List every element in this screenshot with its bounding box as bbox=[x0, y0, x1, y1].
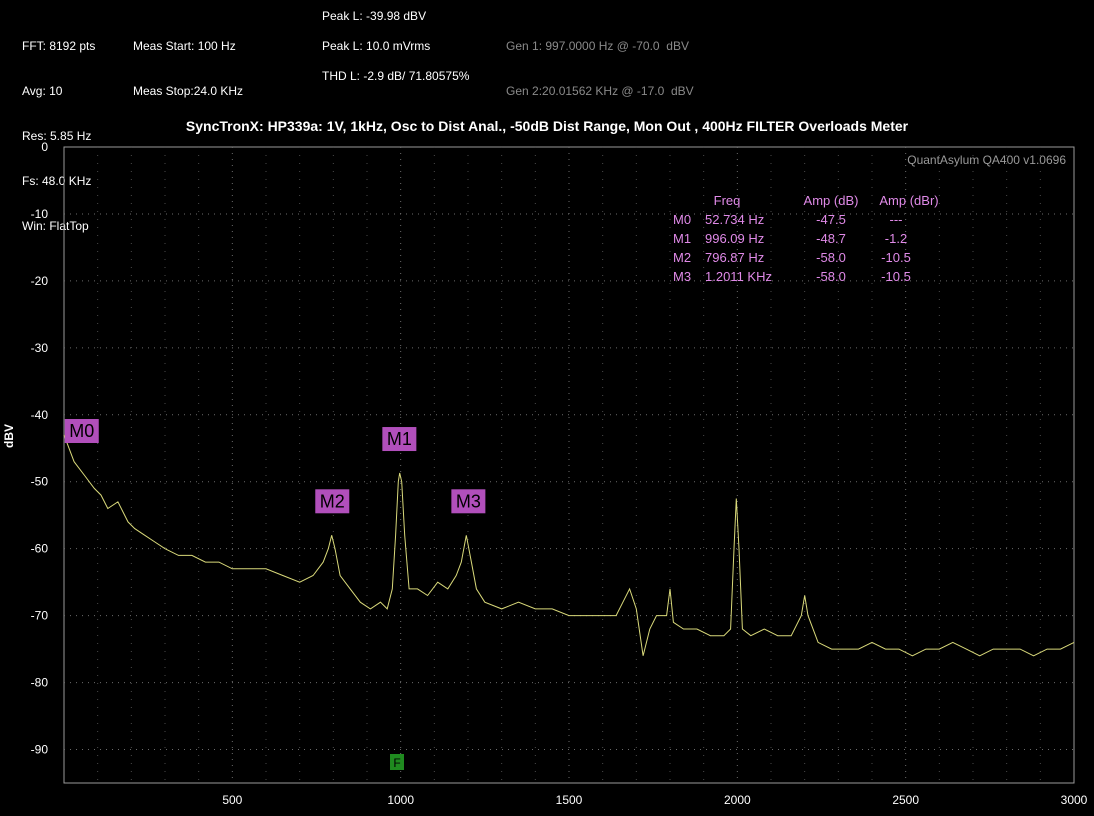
fft-points: FFT: 8192 pts bbox=[22, 39, 96, 53]
marker-labels: M0 M1 M2 M3 bbox=[64, 419, 486, 514]
y-tick-label: -60 bbox=[31, 542, 49, 556]
gen2: Gen 2:20.01562 KHz @ -17.0 dBV bbox=[506, 84, 694, 98]
marker-label-box bbox=[315, 489, 350, 514]
x-tick-label: 500 bbox=[222, 793, 242, 807]
marker-table-header: Freq bbox=[714, 193, 741, 208]
meas-start: Meas Start: 100 Hz bbox=[133, 39, 236, 53]
marker-row-freq: 1.2011 KHz bbox=[705, 269, 772, 284]
marker-row-ampr: --- bbox=[890, 212, 903, 227]
marker-row-ampr: -10.5 bbox=[881, 250, 911, 265]
marker-row-freq: 52.734 Hz bbox=[705, 212, 764, 227]
window-type: Win: FlatTop bbox=[22, 219, 89, 233]
meas-stop: Meas Stop:24.0 KHz bbox=[133, 84, 244, 98]
marker-table: Freq Amp (dB) Amp (dBr) M0 52.734 Hz -47.5 ---… bbox=[673, 193, 939, 284]
grid bbox=[64, 147, 1074, 783]
thd: THD L: -2.9 dB/ 71.80575% bbox=[322, 69, 470, 83]
y-tick-label: -50 bbox=[31, 475, 49, 489]
marker-label-box bbox=[451, 489, 486, 514]
fft-settings: FFT: 8192 pts Avg: 10 Res: 5.85 Hz Fs: 4… bbox=[22, 9, 95, 249]
marker-row-amp: -48.7 bbox=[816, 231, 846, 246]
chart-title: SyncTronX: HP339a: 1V, 1kHz, Osc to Dist… bbox=[185, 118, 909, 134]
marker-label: M3 bbox=[456, 491, 481, 511]
marker-row-amp: -47.5 bbox=[816, 212, 846, 227]
marker-table-header: Amp (dBr) bbox=[879, 193, 938, 208]
y-tick-label: -10 bbox=[31, 207, 49, 221]
watermark: QuantAsylum QA400 v1.0696 bbox=[907, 153, 1066, 167]
generator-info: Gen 1: 997.0000 Hz @ -70.0 dBV Gen 2:20.… bbox=[506, 9, 694, 114]
x-tick-label: 2500 bbox=[892, 793, 919, 807]
filter-badge: F bbox=[390, 754, 404, 770]
spectrum-trace bbox=[63, 434, 1075, 657]
marker-label: M1 bbox=[387, 429, 412, 449]
y-tick-label: -80 bbox=[31, 676, 49, 690]
marker-row-label: M1 bbox=[673, 231, 691, 246]
marker-row-label: M0 bbox=[673, 212, 691, 227]
marker-row-ampr: -1.2 bbox=[885, 231, 907, 246]
x-tick-label: 3000 bbox=[1061, 793, 1088, 807]
marker-table-header: Amp (dB) bbox=[804, 193, 859, 208]
resolution: Res: 5.85 Hz bbox=[22, 129, 92, 143]
x-tick-label: 1500 bbox=[556, 793, 583, 807]
sample-rate: Fs: 48.0 KHz bbox=[22, 174, 92, 188]
x-tick-label: 1000 bbox=[387, 793, 414, 807]
marker-label-box bbox=[382, 427, 417, 452]
averages: Avg: 10 bbox=[22, 84, 63, 98]
peak-mvrms: Peak L: 10.0 mVrms bbox=[322, 39, 431, 53]
y-tick-label: -30 bbox=[31, 341, 49, 355]
y-tick-label: -90 bbox=[31, 743, 49, 757]
marker-row-freq: 796.87 Hz bbox=[705, 250, 764, 265]
axis-ticks: 0 -10 -20 -30 -40 -50 -60 -70 -80 -90 500 1000 1500 2… bbox=[31, 140, 1088, 807]
peak-dbv: Peak L: -39.98 dBV bbox=[322, 9, 427, 23]
marker-row-amp: -58.0 bbox=[816, 269, 846, 284]
measure-range: Meas Start: 100 Hz Meas Stop:24.0 KHz bbox=[133, 9, 243, 114]
y-tick-label: 0 bbox=[41, 140, 48, 154]
marker-label-box bbox=[64, 419, 99, 443]
marker-label: M2 bbox=[320, 491, 345, 511]
marker-label: M0 bbox=[69, 421, 94, 441]
y-tick-label: -70 bbox=[31, 609, 49, 623]
marker-row-label: M2 bbox=[673, 250, 691, 265]
marker-row-freq: 996.09 Hz bbox=[705, 231, 764, 246]
marker-row-label: M3 bbox=[673, 269, 691, 284]
x-tick-label: 2000 bbox=[724, 793, 751, 807]
marker-row-amp: -58.0 bbox=[816, 250, 846, 265]
gen1: Gen 1: 997.0000 Hz @ -70.0 dBV bbox=[506, 39, 689, 53]
y-tick-label: -40 bbox=[31, 408, 49, 422]
y-tick-label: -20 bbox=[31, 274, 49, 288]
filter-badge-text: F bbox=[393, 756, 400, 770]
marker-row-ampr: -10.5 bbox=[881, 269, 911, 284]
